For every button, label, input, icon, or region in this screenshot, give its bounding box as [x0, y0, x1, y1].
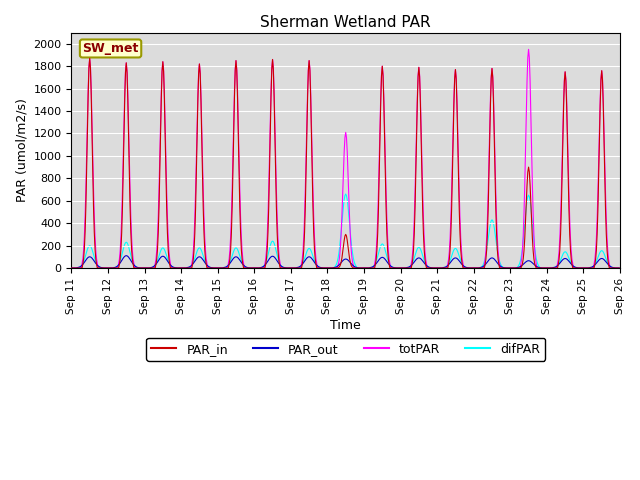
Y-axis label: PAR (umol/m2/s): PAR (umol/m2/s): [15, 98, 28, 202]
Text: SW_met: SW_met: [83, 42, 139, 55]
Title: Sherman Wetland PAR: Sherman Wetland PAR: [260, 15, 431, 30]
Legend: PAR_in, PAR_out, totPAR, difPAR: PAR_in, PAR_out, totPAR, difPAR: [147, 337, 545, 360]
X-axis label: Time: Time: [330, 319, 361, 333]
